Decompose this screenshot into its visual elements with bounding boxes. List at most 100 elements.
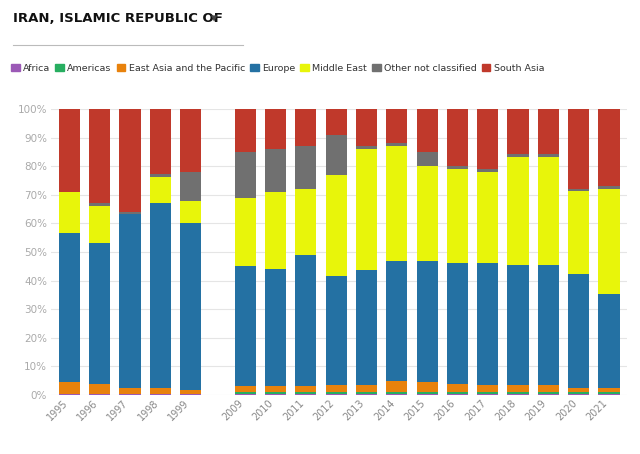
Bar	[508, 392, 529, 394]
Bar	[235, 152, 256, 197]
Bar	[89, 243, 110, 384]
Bar	[295, 189, 316, 255]
Bar	[235, 394, 256, 395]
Bar	[356, 109, 377, 146]
Bar	[598, 186, 620, 189]
Bar	[568, 392, 589, 394]
Bar	[508, 154, 529, 158]
Bar	[326, 392, 347, 394]
Bar	[477, 385, 499, 392]
Bar	[356, 146, 377, 149]
Bar	[568, 394, 589, 395]
Bar	[538, 392, 559, 394]
Bar	[150, 109, 171, 174]
Bar	[447, 109, 468, 166]
Bar	[508, 385, 529, 392]
Bar	[120, 388, 141, 394]
Bar	[538, 266, 559, 385]
Bar	[326, 394, 347, 395]
Bar	[386, 143, 408, 146]
Bar	[295, 255, 316, 386]
Bar	[295, 146, 316, 189]
Bar	[538, 154, 559, 158]
Bar	[120, 394, 141, 395]
Bar	[295, 392, 316, 394]
Bar	[150, 178, 171, 203]
Bar	[356, 385, 377, 392]
Bar	[568, 189, 589, 192]
Bar	[386, 109, 408, 143]
Bar	[447, 392, 468, 394]
Bar	[150, 174, 171, 178]
Bar	[417, 262, 438, 382]
Bar	[538, 394, 559, 395]
Bar	[235, 392, 256, 394]
Bar	[235, 109, 256, 152]
Bar	[150, 203, 171, 388]
Bar	[417, 394, 438, 395]
Bar	[417, 152, 438, 167]
Bar	[265, 392, 286, 394]
Bar	[326, 276, 347, 385]
Bar	[59, 382, 80, 394]
Bar	[265, 394, 286, 395]
Bar	[538, 109, 559, 154]
Bar	[326, 135, 347, 175]
Bar	[89, 203, 110, 206]
Bar	[417, 382, 438, 392]
Bar	[508, 394, 529, 395]
Bar	[356, 270, 377, 385]
Bar	[120, 212, 141, 214]
Bar	[508, 266, 529, 385]
Text: ▾: ▾	[211, 12, 218, 25]
Bar	[598, 189, 620, 294]
Bar	[447, 263, 468, 384]
Bar	[417, 392, 438, 394]
Bar	[508, 158, 529, 266]
Bar	[59, 109, 80, 192]
Bar	[538, 158, 559, 266]
Bar	[417, 109, 438, 152]
Text: IRAN, ISLAMIC REPUBLIC OF: IRAN, ISLAMIC REPUBLIC OF	[13, 12, 223, 25]
Bar	[386, 261, 408, 380]
Bar	[477, 109, 499, 169]
Legend: Africa, Americas, East Asia and the Pacific, Europe, Middle East, Other not clas: Africa, Americas, East Asia and the Paci…	[11, 64, 544, 73]
Bar	[59, 192, 80, 232]
Bar	[568, 274, 589, 388]
Bar	[235, 197, 256, 266]
Bar	[89, 109, 110, 203]
Bar	[386, 394, 408, 395]
Bar	[386, 146, 408, 261]
Bar	[180, 109, 201, 172]
Bar	[295, 109, 316, 146]
Bar	[508, 109, 529, 154]
Bar	[180, 201, 201, 223]
Bar	[417, 167, 438, 262]
Bar	[477, 169, 499, 172]
Bar	[326, 109, 347, 135]
Bar	[295, 386, 316, 392]
Bar	[235, 386, 256, 392]
Bar	[447, 394, 468, 395]
Bar	[295, 394, 316, 395]
Bar	[477, 263, 499, 385]
Bar	[598, 392, 620, 394]
Bar	[447, 166, 468, 169]
Bar	[180, 223, 201, 390]
Bar	[356, 394, 377, 395]
Bar	[598, 294, 620, 388]
Bar	[477, 392, 499, 394]
Bar	[326, 385, 347, 392]
Bar	[598, 394, 620, 395]
Bar	[356, 149, 377, 270]
Bar	[477, 172, 499, 263]
Bar	[89, 206, 110, 243]
Bar	[89, 384, 110, 394]
Bar	[598, 388, 620, 392]
Bar	[150, 394, 171, 395]
Bar	[477, 394, 499, 395]
Bar	[568, 192, 589, 274]
Bar	[447, 169, 468, 263]
Bar	[59, 394, 80, 395]
Bar	[265, 386, 286, 392]
